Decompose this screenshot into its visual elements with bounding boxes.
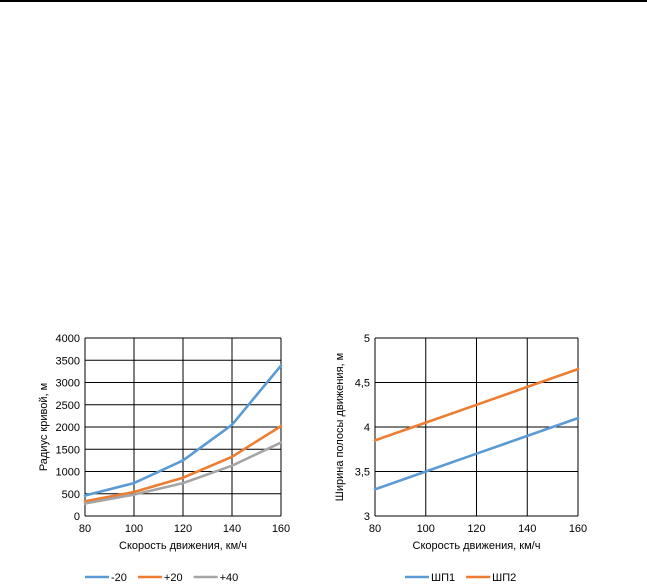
- series-line: [83, 424, 283, 503]
- y-tick-label: 4: [364, 422, 370, 434]
- y-tick-label: 3,5: [355, 467, 370, 479]
- x-tick-label: 140: [518, 523, 536, 535]
- legend-label: +20: [164, 572, 183, 584]
- y-axis-title: Радиус кривой, м: [38, 383, 50, 471]
- x-tick-label: 160: [569, 523, 587, 535]
- x-axis-title: Скорость движения, км/ч: [413, 540, 541, 552]
- legend-label: +40: [220, 572, 239, 584]
- legend-label: -20: [111, 572, 127, 584]
- series-line: [373, 416, 580, 491]
- y-tick-label: 500: [62, 489, 80, 501]
- chart-1: 0 500 1000 1500 2000 2500 3000 3500 4000 80 100 120…: [38, 333, 290, 584]
- x-tick-label: 120: [467, 523, 485, 535]
- series-line: [83, 441, 283, 505]
- x-tick-label: 80: [79, 523, 91, 535]
- y-tick-label: 5: [364, 333, 370, 345]
- x-tick-label: 120: [174, 523, 192, 535]
- y-tick-label: 4000: [56, 333, 80, 345]
- series-line: [83, 364, 283, 497]
- x-tick-label: 100: [125, 523, 143, 535]
- y-tick-label: 2000: [56, 422, 80, 434]
- y-tick-label: 2500: [56, 400, 80, 412]
- y-tick-label: 1000: [56, 467, 80, 479]
- legend-label: ШП1: [431, 572, 455, 584]
- y-tick-label: 3: [364, 511, 370, 523]
- y-tick-label: 3500: [56, 355, 80, 367]
- x-tick-label: 160: [272, 523, 290, 535]
- x-tick-label: 140: [223, 523, 241, 535]
- y-tick-label: 1500: [56, 444, 80, 456]
- y-axis-title: Ширина полосы движения, м: [334, 353, 346, 501]
- top-border-line: [0, 0, 647, 2]
- y-tick-label: 3000: [56, 378, 80, 390]
- y-tick-label: 4,5: [355, 378, 370, 390]
- chart-2: 3 3,5 4 4,5 5 80 100 120 140 160 Скорость движения…: [334, 333, 587, 584]
- y-tick-label: 0: [74, 511, 80, 523]
- x-tick-label: 80: [369, 523, 381, 535]
- x-tick-label: 100: [417, 523, 435, 535]
- series-line: [373, 367, 580, 442]
- x-axis-title: Скорость движения, км/ч: [119, 540, 247, 552]
- legend-label: ШП2: [492, 572, 516, 584]
